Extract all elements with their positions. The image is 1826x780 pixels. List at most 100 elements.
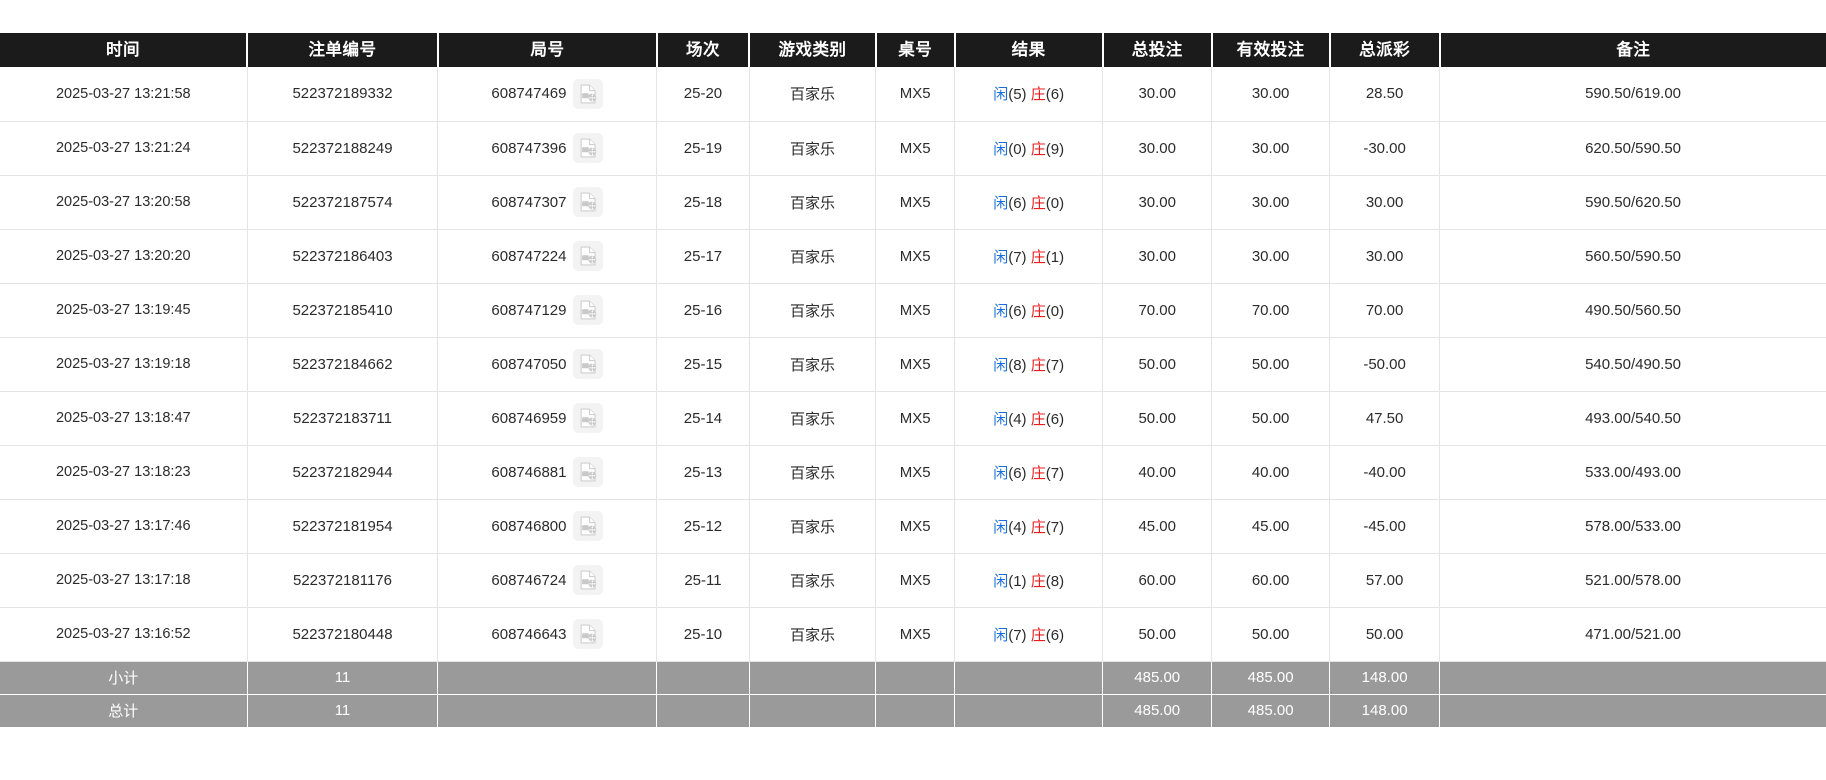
cell-time: 2025-03-27 13:16:52 (0, 607, 248, 662)
column-header-round[interactable]: 局号 (437, 33, 658, 67)
cell-total-payout: -30.00 (1329, 121, 1441, 176)
column-header-result[interactable]: 结果 (954, 33, 1104, 67)
column-header-game[interactable]: 游戏类别 (749, 33, 877, 67)
cell-total-stake: 50.00 (1102, 607, 1213, 662)
cell-remark: 578.00/533.00 (1439, 499, 1826, 554)
column-header-payout[interactable]: 总派彩 (1329, 33, 1441, 67)
round-cell-inner: 608746800 (491, 511, 604, 541)
video-replay-icon[interactable] (573, 403, 604, 433)
result-player-score: (0) (1008, 140, 1027, 158)
video-replay-icon[interactable] (573, 457, 604, 487)
result-banker-label: 庄 (1030, 86, 1046, 104)
table-row[interactable]: 2025-03-27 13:17:18 522372181176 608746724… (0, 553, 1826, 608)
cell-total-payout: -40.00 (1329, 445, 1441, 500)
video-replay-icon[interactable] (573, 295, 604, 325)
table-row[interactable]: 2025-03-27 13:20:58 522372187574 608747307… (0, 175, 1826, 230)
cell-valid-stake: 45.00 (1211, 499, 1331, 554)
video-replay-icon[interactable] (573, 349, 604, 379)
round-cell-inner: 608746724 (491, 565, 604, 595)
cell-result: 闲(0) 庄(9) (954, 121, 1104, 176)
result-banker-label: 庄 (1030, 572, 1046, 590)
video-replay-icon[interactable] (573, 511, 604, 541)
cell-remark: 540.50/490.50 (1439, 337, 1826, 392)
cell-result: 闲(8) 庄(7) (954, 337, 1104, 392)
cell-table-no: MX5 (875, 67, 956, 122)
cell-valid-stake: 50.00 (1211, 391, 1331, 446)
cell-remark: 560.50/590.50 (1439, 229, 1826, 284)
result-player-score: (4) (1008, 518, 1027, 536)
cell-total-stake: 30.00 (1102, 121, 1213, 176)
cell-valid-stake: 50.00 (1211, 337, 1331, 392)
column-header-remark[interactable]: 备注 (1439, 33, 1826, 67)
column-header-valid[interactable]: 有效投注 (1211, 33, 1331, 67)
column-header-stake[interactable]: 总投注 (1102, 33, 1213, 67)
cell-result: 闲(7) 庄(6) (954, 607, 1104, 662)
round-number: 608746881 (491, 463, 567, 481)
summary-session (656, 694, 750, 727)
column-header-time[interactable]: 时间 (0, 33, 249, 67)
column-header-bet_id[interactable]: 注单编号 (247, 33, 439, 67)
cell-session: 25-20 (656, 67, 750, 122)
table-row[interactable]: 2025-03-27 13:19:18 522372184662 608747050… (0, 337, 1826, 392)
cell-bet-id: 522372181176 (247, 553, 439, 608)
video-replay-icon[interactable] (573, 241, 604, 271)
cell-total-payout: 70.00 (1329, 283, 1441, 338)
table-row[interactable]: 2025-03-27 13:20:20 522372186403 608747224… (0, 229, 1826, 284)
cell-result: 闲(4) 庄(6) (954, 391, 1104, 446)
result-player-label: 闲 (993, 86, 1009, 104)
round-number: 608747050 (491, 355, 567, 373)
cell-bet-id: 522372183711 (247, 391, 439, 446)
cell-game-type: 百家乐 (749, 607, 877, 662)
round-cell-inner: 608747396 (491, 133, 604, 163)
cell-table-no: MX5 (875, 337, 956, 392)
cell-valid-stake: 30.00 (1211, 229, 1331, 284)
summary-label: 小计 (0, 661, 248, 695)
column-header-table_no[interactable]: 桌号 (875, 33, 956, 67)
result-banker-score: (9) (1045, 140, 1065, 158)
result-banker-score: (0) (1045, 194, 1065, 212)
table-row[interactable]: 2025-03-27 13:21:24 522372188249 608747396… (0, 121, 1826, 176)
table-row[interactable]: 2025-03-27 13:16:52 522372180448 608746643… (0, 607, 1826, 662)
cell-table-no: MX5 (875, 499, 956, 554)
cell-game-type: 百家乐 (749, 553, 877, 608)
result-banker-score: (0) (1045, 302, 1065, 320)
video-replay-icon[interactable] (573, 565, 604, 595)
table-row[interactable]: 2025-03-27 13:18:47 522372183711 608746959… (0, 391, 1826, 446)
summary-game (749, 661, 877, 695)
table-row[interactable]: 2025-03-27 13:17:46 522372181954 608746800… (0, 499, 1826, 554)
round-cell-inner: 608747050 (491, 349, 604, 379)
cell-bet-id: 522372182944 (247, 445, 439, 500)
cell-total-stake: 30.00 (1102, 175, 1213, 230)
result-banker-label: 庄 (1030, 518, 1046, 536)
result-player-score: (6) (1008, 194, 1027, 212)
round-number: 608746959 (491, 409, 567, 427)
table-header-row: 时间 注单编号 局号 场次 游戏类别 桌号 结果 总投注 有效投注 总派彩 备注 (0, 33, 1826, 67)
video-replay-icon[interactable] (573, 133, 604, 163)
summary-valid-stake: 485.00 (1211, 694, 1331, 727)
table-row[interactable]: 2025-03-27 13:19:45 522372185410 608747129… (0, 283, 1826, 338)
table-row[interactable]: 2025-03-27 13:21:58 522372189332 608747469… (0, 67, 1826, 122)
result-banker-label: 庄 (1030, 410, 1046, 428)
video-replay-icon[interactable] (573, 187, 604, 217)
cell-session: 25-16 (656, 283, 750, 338)
cell-remark: 590.50/619.00 (1439, 67, 1826, 122)
column-header-session[interactable]: 场次 (656, 33, 751, 67)
video-replay-icon[interactable] (573, 619, 604, 649)
video-replay-icon[interactable] (573, 78, 604, 109)
cell-round: 608747469 (437, 67, 658, 122)
cell-result: 闲(6) 庄(0) (954, 283, 1104, 338)
cell-session: 25-13 (656, 445, 750, 500)
cell-round: 608746643 (437, 607, 658, 662)
round-number: 608747307 (491, 193, 567, 211)
total-row: 总计 11 485.00 485.00 148.00 (0, 694, 1826, 727)
cell-time: 2025-03-27 13:21:58 (0, 67, 248, 122)
table-row[interactable]: 2025-03-27 13:18:23 522372182944 608746881… (0, 445, 1826, 500)
cell-time: 2025-03-27 13:17:46 (0, 499, 248, 554)
result-banker-label: 庄 (1030, 302, 1046, 320)
result-banker-label: 庄 (1030, 194, 1046, 212)
result-player-score: (1) (1008, 572, 1027, 590)
result-banker-score: (7) (1045, 464, 1065, 482)
cell-total-stake: 30.00 (1102, 229, 1213, 284)
round-cell-inner: 608747224 (491, 241, 604, 271)
